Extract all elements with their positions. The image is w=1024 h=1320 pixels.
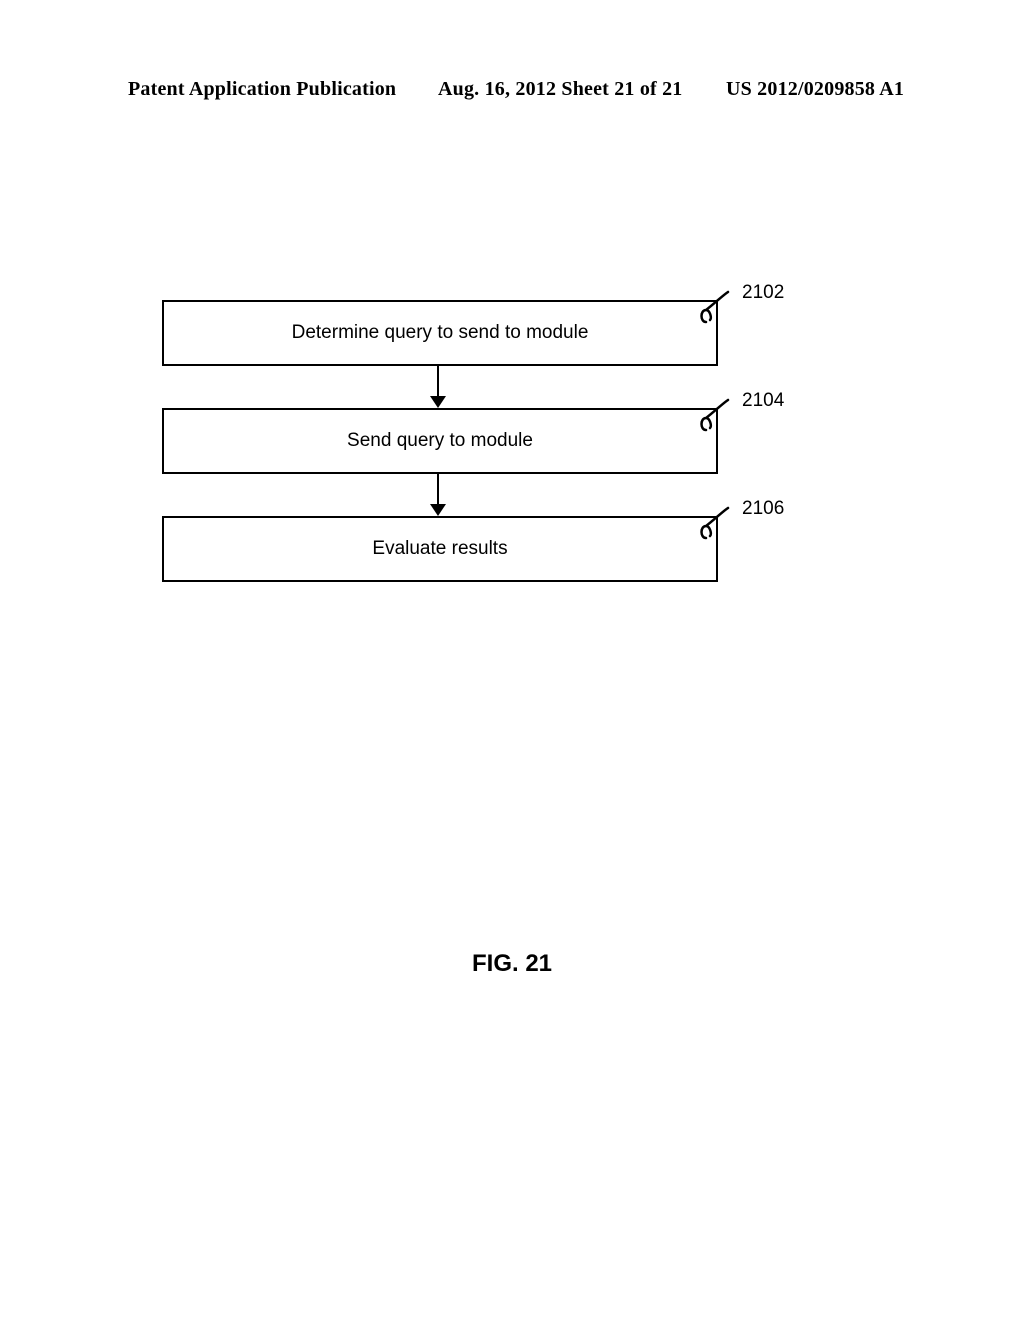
callout-leader-icon — [164, 410, 776, 472]
flow-step-n1: Determine query to send to module2102 — [162, 300, 718, 366]
flowchart-region: Determine query to send to module2102 Sen… — [162, 300, 862, 582]
flow-arrow — [162, 474, 714, 516]
reference-numeral: 2106 — [742, 498, 784, 520]
header-left: Patent Application Publication — [128, 78, 396, 101]
header-right: US 2012/0209858 A1 — [726, 78, 904, 101]
callout-leader-icon — [164, 302, 776, 364]
flow-step-n2: Send query to module2104 — [162, 408, 718, 474]
flow-arrow — [162, 366, 714, 408]
callout-leader-icon — [164, 518, 776, 580]
arrow-down-icon — [162, 474, 714, 516]
page: Patent Application Publication Aug. 16, … — [0, 0, 1024, 1320]
header-mid: Aug. 16, 2012 Sheet 21 of 21 — [438, 78, 683, 101]
reference-numeral: 2102 — [742, 282, 784, 304]
flow-step-n3: Evaluate results2106 — [162, 516, 718, 582]
reference-numeral: 2104 — [742, 390, 784, 412]
figure-caption: FIG. 21 — [0, 950, 1024, 978]
arrow-down-icon — [162, 366, 714, 408]
